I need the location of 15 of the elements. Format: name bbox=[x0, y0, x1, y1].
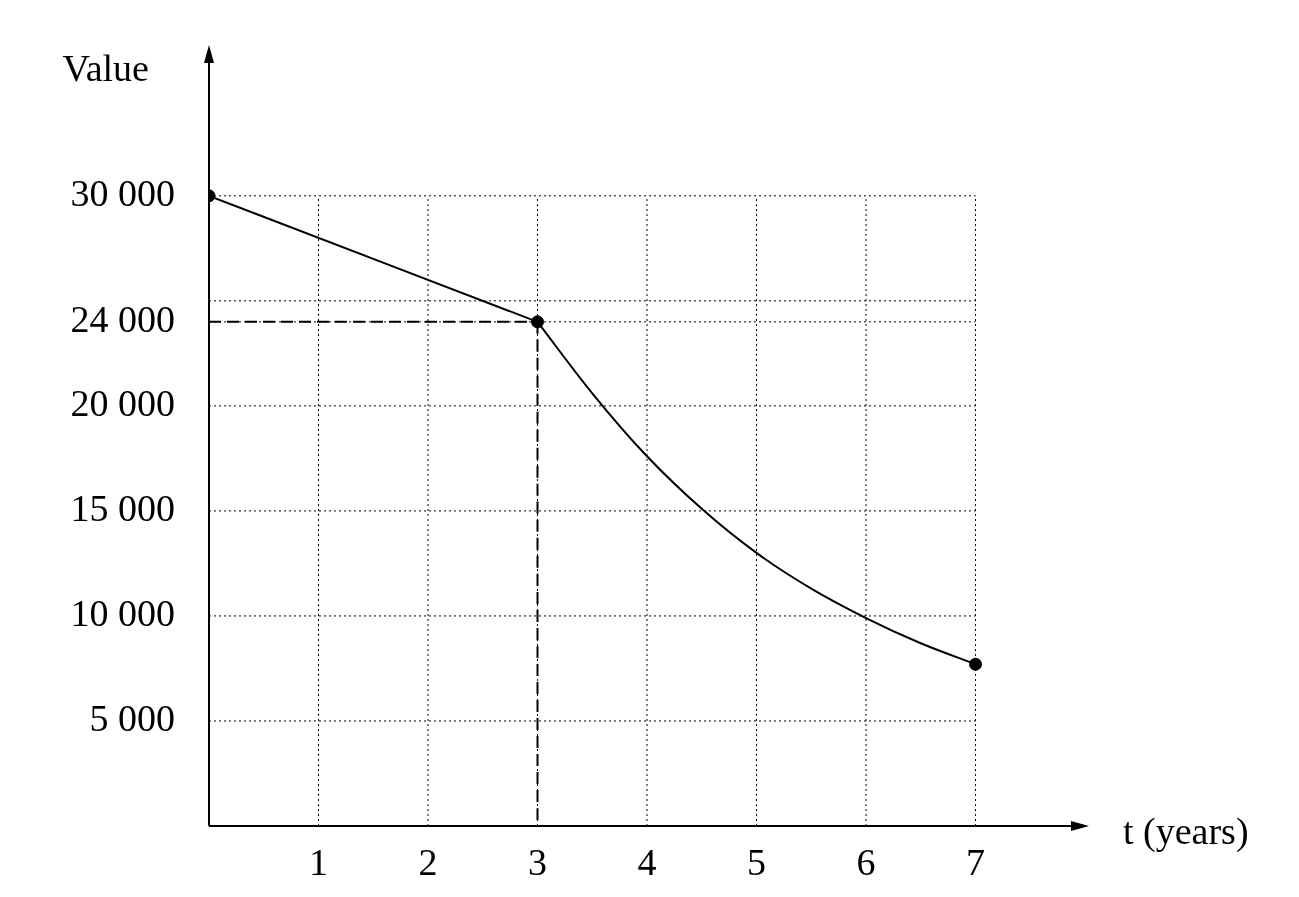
y-tick-label: 5 000 bbox=[89, 696, 175, 739]
x-axis-title: t (years) bbox=[1123, 809, 1249, 853]
x-tick-label: 2 bbox=[418, 840, 438, 883]
y-tick-label: 10 000 bbox=[70, 591, 175, 634]
y-axis-title: Value bbox=[62, 46, 149, 89]
x-tick-label: 6 bbox=[856, 840, 876, 883]
x-tick-label: 3 bbox=[528, 840, 547, 883]
x-tick-label: 1 bbox=[309, 840, 328, 883]
x-tick-label: 7 bbox=[966, 840, 985, 883]
y-tick-label: 30 000 bbox=[70, 171, 175, 214]
y-tick-label: 20 000 bbox=[70, 381, 175, 424]
y-tick-label: 24 000 bbox=[70, 297, 175, 340]
y-tick-label: 15 000 bbox=[70, 486, 175, 529]
x-tick-label: 4 bbox=[637, 840, 657, 883]
x-tick-label: 5 bbox=[747, 840, 766, 883]
